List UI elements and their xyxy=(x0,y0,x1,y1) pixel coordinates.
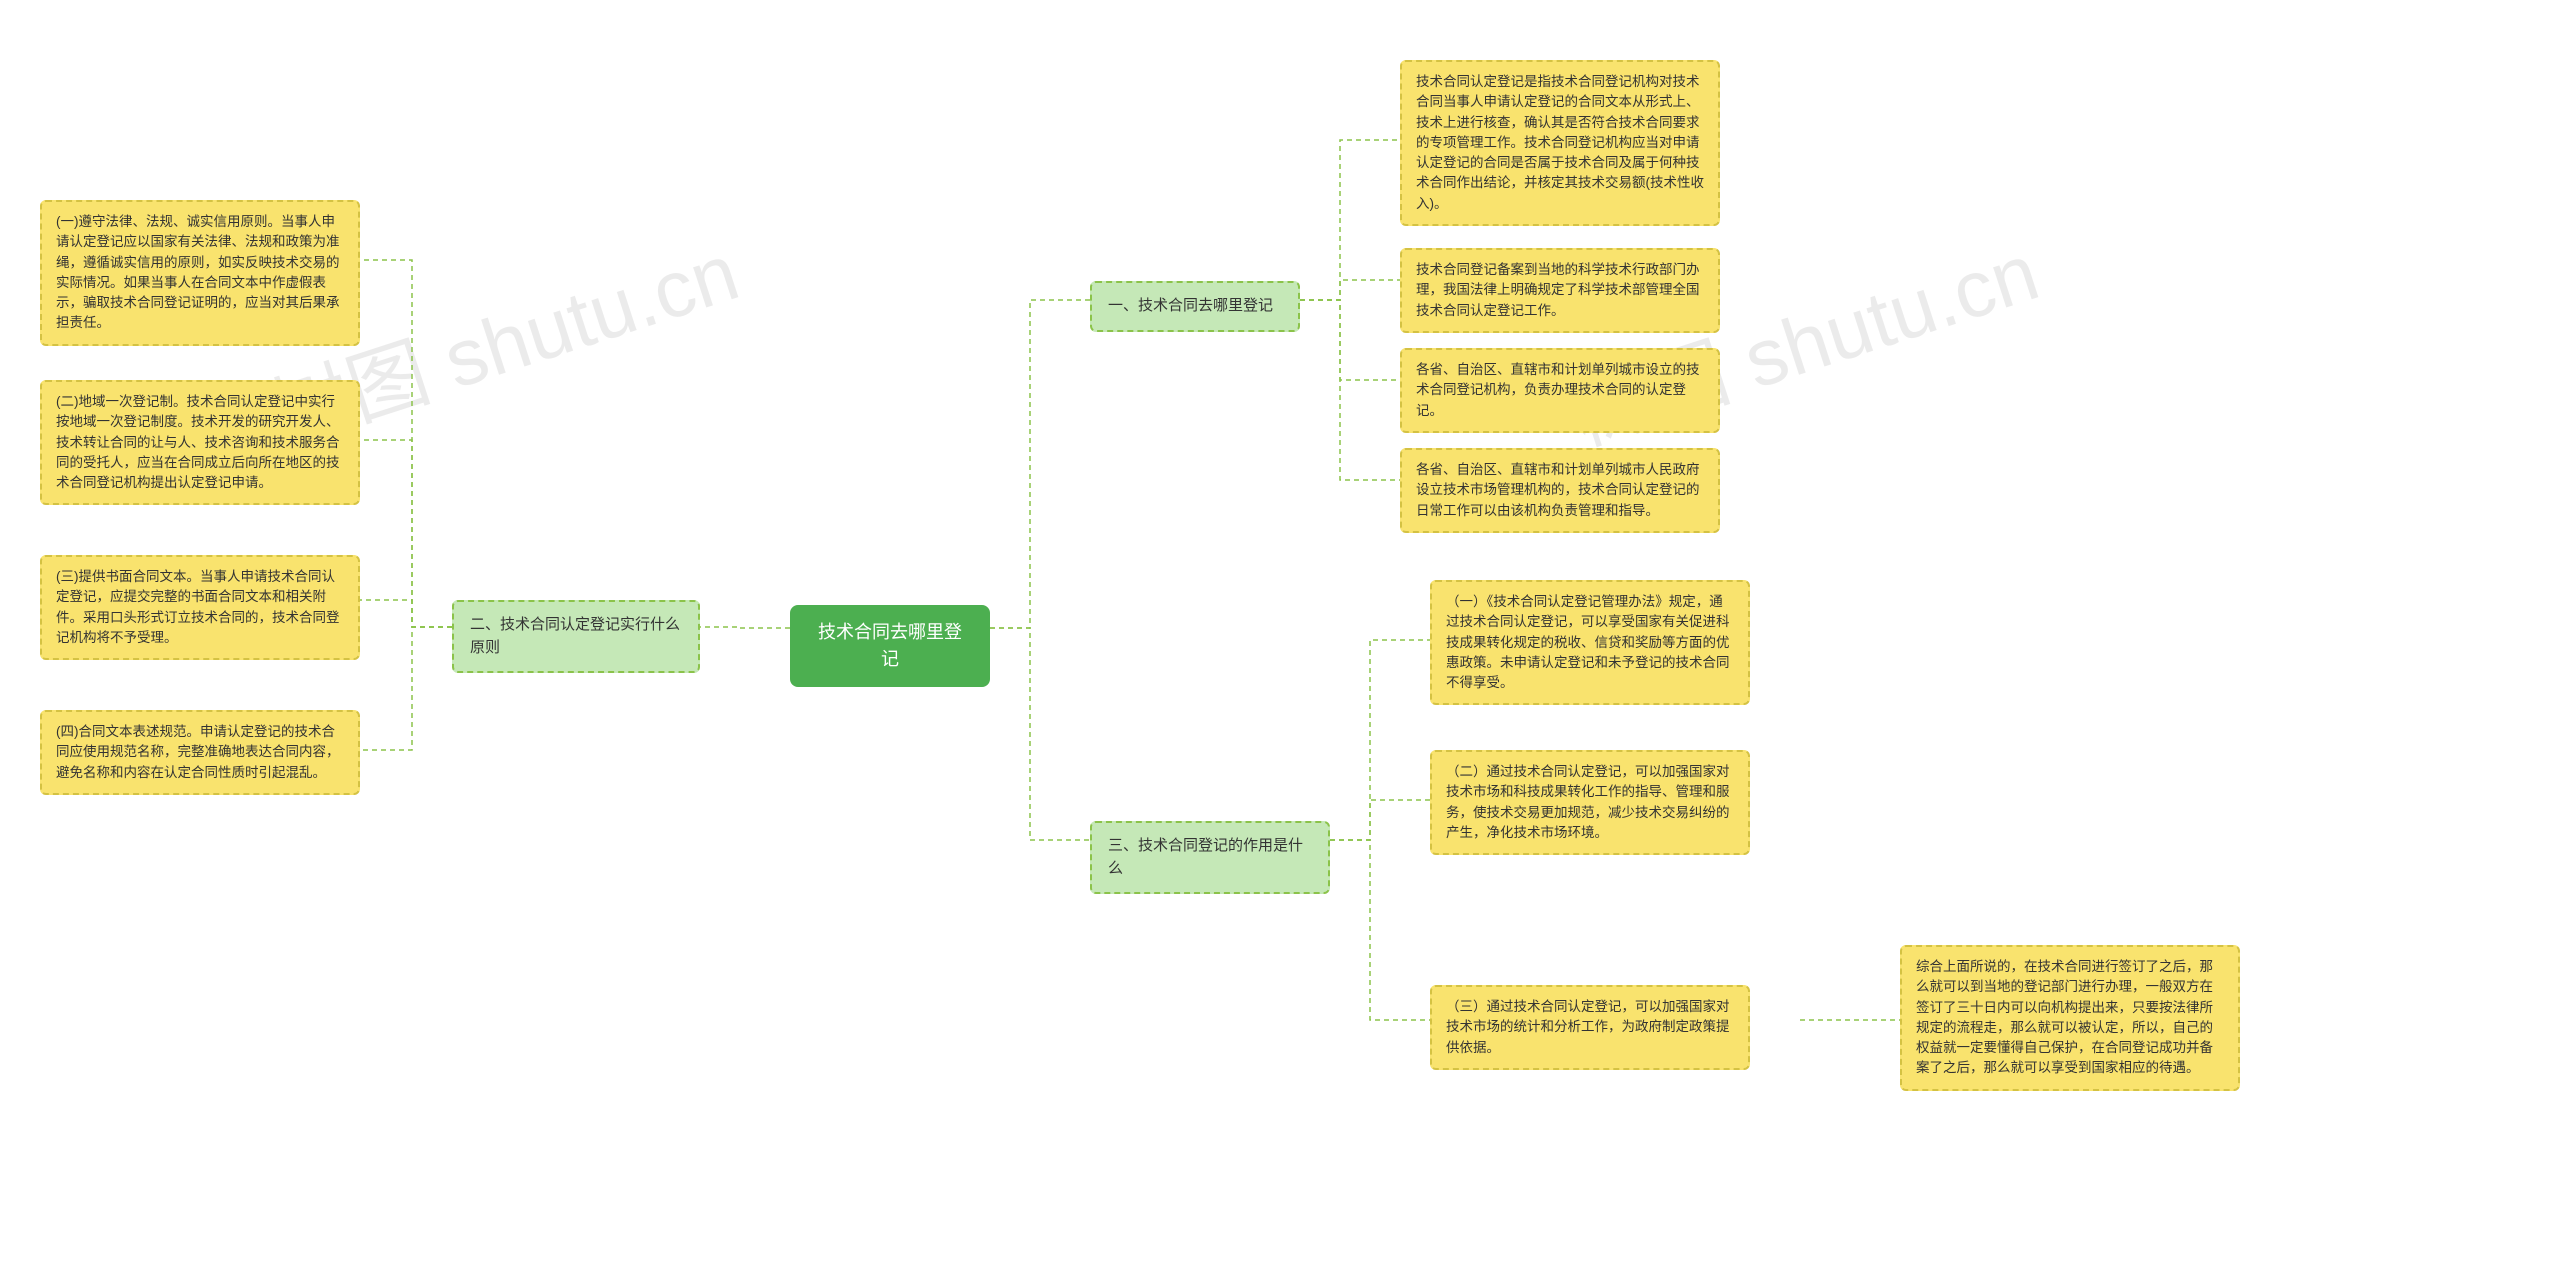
leaf-b1-4: 各省、自治区、直辖市和计划单列城市人民政府设立技术市场管理机构的，技术合同认定登… xyxy=(1400,448,1720,533)
branch-section-2[interactable]: 二、技术合同认定登记实行什么原则 xyxy=(452,600,700,673)
leaf-b2-3: (三)提供书面合同文本。当事人申请技术合同认定登记，应提交完整的书面合同文本和相… xyxy=(40,555,360,660)
connectors xyxy=(0,0,2560,1285)
leaf-b3-3: （三）通过技术合同认定登记，可以加强国家对技术市场的统计和分析工作，为政府制定政… xyxy=(1430,985,1750,1070)
branch-section-3[interactable]: 三、技术合同登记的作用是什么 xyxy=(1090,821,1330,894)
leaf-b3-1: （一）《技术合同认定登记管理办法》规定，通过技术合同认定登记，可以享受国家有关促… xyxy=(1430,580,1750,705)
leaf-b1-2: 技术合同登记备案到当地的科学技术行政部门办理，我国法律上明确规定了科学技术部管理… xyxy=(1400,248,1720,333)
root-node[interactable]: 技术合同去哪里登记 xyxy=(790,605,990,687)
leaf-b3-2: （二）通过技术合同认定登记，可以加强国家对技术市场和科技成果转化工作的指导、管理… xyxy=(1430,750,1750,855)
leaf-b2-4: (四)合同文本表述规范。申请认定登记的技术合同应使用规范名称，完整准确地表达合同… xyxy=(40,710,360,795)
leaf-b2-1: (一)遵守法律、法规、诚实信用原则。当事人申请认定登记应以国家有关法律、法规和政… xyxy=(40,200,360,346)
leaf-b2-2: (二)地域一次登记制。技术合同认定登记中实行按地域一次登记制度。技术开发的研究开… xyxy=(40,380,360,505)
branch-section-1[interactable]: 一、技术合同去哪里登记 xyxy=(1090,281,1300,332)
leaf-b1-3: 各省、自治区、直辖市和计划单列城市设立的技术合同登记机构，负责办理技术合同的认定… xyxy=(1400,348,1720,433)
leaf-b3-3-ext: 综合上面所说的，在技术合同进行签订了之后，那么就可以到当地的登记部门进行办理，一… xyxy=(1900,945,2240,1091)
leaf-b1-1: 技术合同认定登记是指技术合同登记机构对技术合同当事人申请认定登记的合同文本从形式… xyxy=(1400,60,1720,226)
